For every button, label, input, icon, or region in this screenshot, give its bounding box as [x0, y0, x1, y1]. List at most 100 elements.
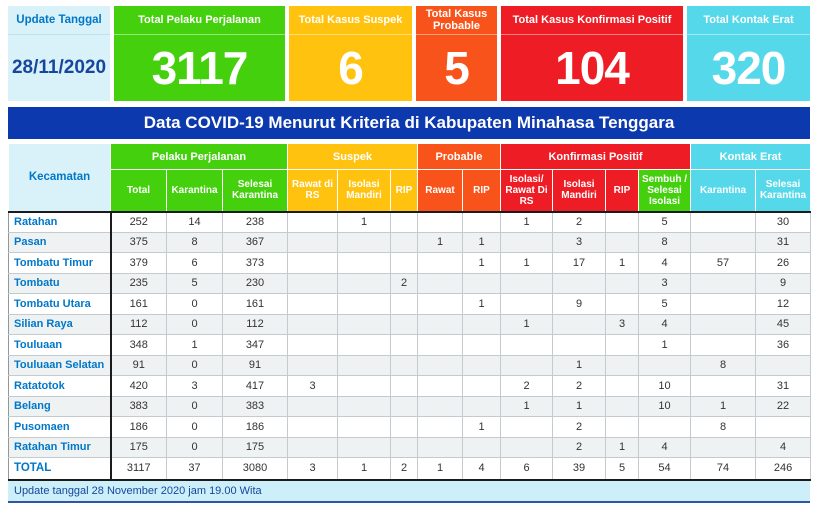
data-cell: [390, 293, 418, 315]
data-cell: 0: [166, 436, 223, 458]
data-cell: [638, 416, 692, 438]
card-value: 320: [711, 42, 787, 94]
data-cell: [390, 354, 418, 376]
data-cell: [690, 231, 757, 253]
data-cell: [690, 272, 757, 294]
sub-header-row: Total Karantina Selesai Karantina Rawat …: [9, 169, 812, 212]
data-cell: [605, 272, 640, 294]
col-header-selesai-karantina: Selesai Karantina: [222, 169, 288, 212]
data-cell: [417, 252, 463, 274]
data-cell: 1: [500, 252, 554, 274]
table-row: Tombatu 235 5 230 2 3 9: [8, 272, 812, 294]
covid-table: Kecamatan Pelaku Perjalanan Suspek Proba…: [8, 143, 812, 481]
data-cell: [417, 293, 463, 315]
card-total-konfirmasi-positif: Total Kasus Konfirmasi Positif 104: [501, 6, 683, 101]
data-cell: [461, 436, 502, 458]
table-row: Belang 383 0 383 1 1 10 1 22: [8, 395, 812, 417]
data-cell: [500, 293, 554, 315]
data-cell: 1: [417, 457, 463, 481]
data-cell: 3: [638, 272, 692, 294]
data-cell: [337, 436, 391, 458]
data-cell: 1: [417, 231, 463, 253]
data-cell: [287, 334, 338, 356]
data-cell: 1: [166, 334, 223, 356]
data-cell: [287, 416, 338, 438]
data-cell: 3: [287, 375, 338, 397]
data-cell: [390, 210, 418, 233]
data-cell: [461, 334, 502, 356]
col-header-rawat-probable: Rawat: [417, 169, 463, 212]
card-total-pelaku-perjalanan: Total Pelaku Perjalanan 3117: [114, 6, 285, 101]
data-cell: 54: [638, 457, 692, 481]
data-cell: [287, 272, 338, 294]
col-header-total: Total: [110, 169, 167, 212]
group-header-row: Kecamatan Pelaku Perjalanan Suspek Proba…: [8, 143, 812, 212]
data-cell: 9: [755, 272, 812, 294]
col-header-rip-probable: RIP: [461, 169, 502, 212]
data-cell: 1: [500, 395, 554, 417]
data-cell: 36: [755, 334, 812, 356]
data-cell: [461, 354, 502, 376]
data-cell: 4: [638, 436, 692, 458]
data-cell: [500, 231, 554, 253]
table-row: Tombatu Utara 161 0 161 1 9 5 12: [8, 293, 812, 315]
col-header-karantina-kontak: Karantina: [690, 169, 757, 212]
data-cell: 26: [755, 252, 812, 274]
data-cell: 0: [166, 354, 223, 376]
data-cell: 74: [690, 457, 757, 481]
data-cell: [605, 231, 640, 253]
update-footer-text: Update tanggal 28 November 2020 jam 19.0…: [14, 484, 262, 497]
data-cell: 1: [500, 210, 554, 233]
data-cell: 112: [110, 313, 167, 335]
data-cell: 30: [755, 210, 812, 233]
col-header-isolasi-mandiri-konfirmasi: Isolasi Mandiri: [552, 169, 607, 212]
data-cell: 4: [638, 252, 692, 274]
data-cell: 4: [638, 313, 692, 335]
update-footer: Update tanggal 28 November 2020 jam 19.0…: [8, 480, 810, 503]
col-header-isolasi-rawat-di-rs: Isolasi/ Rawat Di RS: [500, 169, 554, 212]
data-cell: 1: [552, 395, 607, 417]
card-value: 6: [338, 42, 364, 94]
data-cell: [500, 416, 554, 438]
data-cell: [605, 293, 640, 315]
col-header-rip-suspek: RIP: [390, 169, 418, 212]
data-cell: [417, 272, 463, 294]
data-cell: [287, 436, 338, 458]
data-cell: [390, 334, 418, 356]
data-cell: [690, 334, 757, 356]
data-cell: [390, 395, 418, 417]
data-cell: 5: [638, 210, 692, 233]
data-cell: [605, 416, 640, 438]
data-cell: [337, 395, 391, 417]
data-cell: 1: [337, 210, 391, 233]
data-cell: [605, 395, 640, 417]
card-total-kasus-probable: Total Kasus Probable 5: [416, 6, 497, 101]
data-cell: 4: [461, 457, 502, 481]
data-cell: 3117: [110, 457, 167, 481]
data-cell: 2: [390, 457, 418, 481]
data-cell: [605, 375, 640, 397]
group-header-kontak-erat: Kontak Erat: [690, 143, 812, 170]
data-cell: 161: [222, 293, 288, 315]
data-cell: 10: [638, 395, 692, 417]
card-label: Total Kasus Suspek: [289, 6, 412, 35]
data-cell: 373: [222, 252, 288, 274]
data-cell: 10: [638, 375, 692, 397]
data-cell: 6: [166, 252, 223, 274]
data-cell: 383: [222, 395, 288, 417]
card-label: Total Kontak Erat: [687, 6, 810, 35]
data-cell: [755, 354, 812, 376]
col-header-sembuh-selesai-isolasi: Sembuh / Selesai Isolasi: [638, 169, 692, 212]
data-cell: 2: [552, 210, 607, 233]
card-value: 104: [555, 42, 630, 94]
data-cell: 238: [222, 210, 288, 233]
kecamatan-cell: Silian Raya: [8, 313, 112, 335]
data-cell: 37: [166, 457, 223, 481]
data-cell: 3080: [222, 457, 288, 481]
data-cell: 5: [166, 272, 223, 294]
data-cell: 2: [552, 375, 607, 397]
group-header-suspek: Suspek: [287, 143, 418, 170]
kecamatan-cell: Pasan: [8, 231, 112, 253]
data-cell: 417: [222, 375, 288, 397]
data-cell: [337, 231, 391, 253]
